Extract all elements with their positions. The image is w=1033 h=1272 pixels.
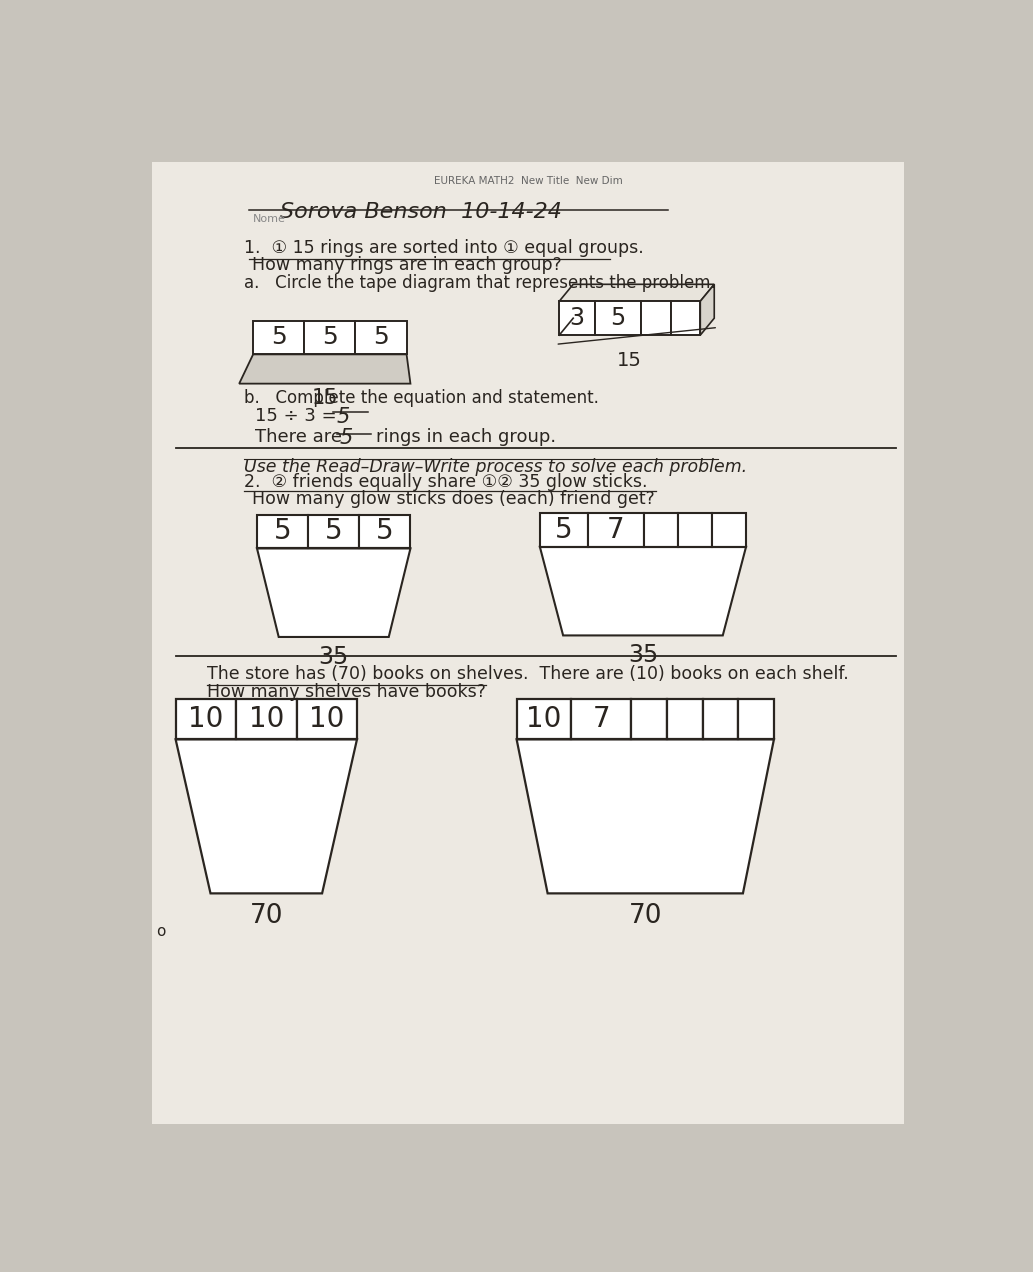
Text: 2.  ② friends equally share ①② 35 glow sticks.: 2. ② friends equally share ①② 35 glow st… (244, 473, 648, 491)
Bar (702, 700, 739, 739)
Text: 7: 7 (607, 516, 625, 544)
Polygon shape (700, 285, 714, 335)
Polygon shape (516, 739, 774, 893)
Text: 1.  ① 15 rings are sorted into ① equal groups.: 1. ① 15 rings are sorted into ① equal gr… (244, 239, 644, 257)
Text: 5: 5 (555, 516, 572, 544)
Text: Nome: Nome (253, 214, 286, 224)
Text: Use the Read–Draw–Write process to solve each problem.: Use the Read–Draw–Write process to solve… (244, 458, 747, 476)
Bar (670, 301, 700, 335)
Bar (644, 513, 678, 547)
Polygon shape (540, 547, 746, 636)
Bar (359, 515, 410, 548)
Bar (667, 700, 702, 739)
Text: 35: 35 (318, 645, 349, 669)
Text: 5: 5 (373, 326, 388, 350)
Bar (516, 700, 571, 739)
Text: How many shelves have books?: How many shelves have books? (207, 683, 486, 701)
Text: 15: 15 (312, 388, 338, 408)
Bar (253, 321, 305, 355)
Polygon shape (240, 355, 410, 384)
Bar (641, 301, 670, 335)
Bar (588, 513, 644, 547)
Text: 10: 10 (309, 706, 344, 734)
Bar (237, 700, 296, 739)
Text: EUREKA MATH2  New Title  New Dim: EUREKA MATH2 New Title New Dim (434, 176, 623, 186)
Text: There are: There are (255, 429, 343, 446)
Bar (678, 513, 712, 547)
Text: b.   Complete the equation and statement.: b. Complete the equation and statement. (244, 389, 599, 407)
Text: 35: 35 (628, 644, 658, 667)
Bar (308, 515, 359, 548)
Text: 5: 5 (340, 429, 353, 448)
Bar (305, 321, 355, 355)
Bar (176, 700, 237, 739)
Text: rings in each group.: rings in each group. (376, 429, 556, 446)
Polygon shape (176, 739, 357, 893)
Text: 10: 10 (526, 706, 562, 734)
Bar (712, 513, 746, 547)
Bar (739, 700, 774, 739)
Bar (631, 700, 667, 739)
Text: 10: 10 (249, 706, 284, 734)
Text: a.   Circle the tape diagram that represents the problem.: a. Circle the tape diagram that represen… (244, 273, 716, 291)
Text: 10: 10 (188, 706, 223, 734)
Text: 5: 5 (325, 518, 343, 546)
Text: Sorova Benson  10-14-24: Sorova Benson 10-14-24 (280, 202, 562, 221)
Bar (355, 321, 407, 355)
Bar (296, 700, 357, 739)
Text: 5: 5 (376, 518, 394, 546)
Text: 15 ÷ 3 =: 15 ÷ 3 = (255, 407, 337, 425)
Polygon shape (559, 285, 714, 301)
Text: 3: 3 (569, 307, 585, 331)
Text: 5: 5 (322, 326, 338, 350)
Bar (540, 513, 588, 547)
Text: 5: 5 (274, 518, 291, 546)
Text: 70: 70 (628, 903, 662, 929)
Text: o: o (156, 925, 165, 939)
Text: 70: 70 (250, 903, 283, 929)
Text: 5: 5 (337, 407, 350, 426)
Bar (571, 700, 631, 739)
Bar (257, 515, 308, 548)
Bar (595, 301, 641, 335)
Polygon shape (257, 548, 410, 637)
Text: 15: 15 (618, 351, 643, 370)
Text: How many glow sticks does (each) friend get?: How many glow sticks does (each) friend … (252, 490, 654, 508)
Text: 7: 7 (592, 706, 609, 734)
Text: The store has (70) books on shelves.  There are (10) books on each shelf.: The store has (70) books on shelves. The… (207, 665, 848, 683)
Text: 5: 5 (611, 307, 626, 331)
Bar (559, 301, 595, 335)
Text: How many rings are in each group?: How many rings are in each group? (252, 256, 561, 273)
Text: 5: 5 (271, 326, 286, 350)
